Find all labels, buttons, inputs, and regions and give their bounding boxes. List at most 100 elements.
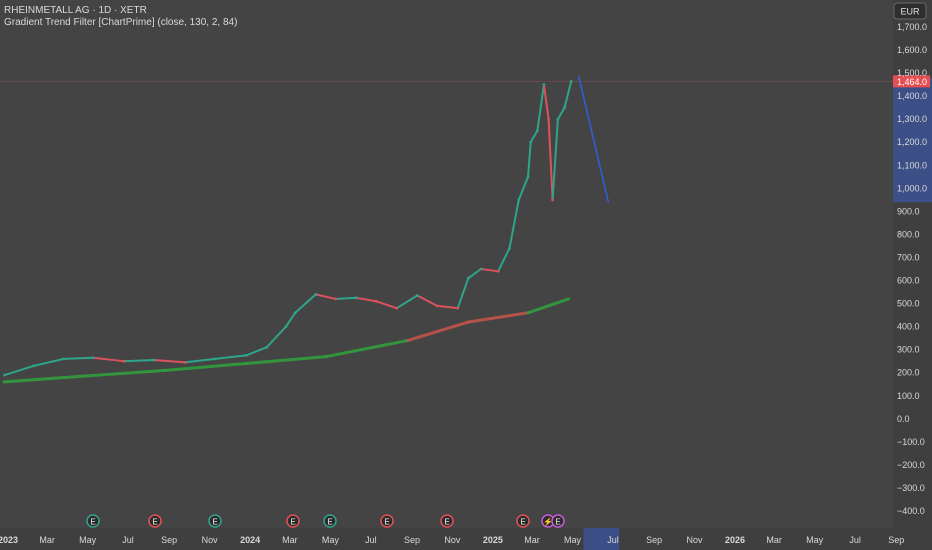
price-point	[62, 357, 66, 361]
last-price-badge	[893, 75, 930, 88]
earnings-event-label: E	[152, 518, 157, 527]
trend-segment	[526, 297, 571, 315]
earnings-event-label: E	[520, 518, 525, 527]
price-segment	[213, 354, 248, 360]
price-segment	[536, 83, 545, 132]
price-segment	[334, 296, 358, 300]
earnings-event-icon[interactable]	[208, 514, 222, 528]
x-tick-label: Mar	[524, 535, 540, 545]
price-segment	[517, 175, 530, 201]
y-tick-label: 1,100.0	[897, 160, 927, 170]
price-segment	[32, 357, 65, 367]
price-segment	[436, 304, 459, 310]
x-tick-label: Jul	[849, 535, 861, 545]
price-segment	[375, 300, 398, 310]
x-tick-label: May	[79, 535, 97, 545]
price-point	[152, 358, 156, 362]
price-point	[517, 198, 521, 202]
price-segment	[91, 356, 126, 363]
price-segment	[563, 80, 573, 109]
price-segment	[529, 129, 539, 144]
y-tick-label: 100.0	[897, 391, 920, 401]
y-tick-label: 1,300.0	[897, 114, 927, 124]
earnings-event-icon[interactable]	[380, 514, 394, 528]
x-tick-label: May	[564, 535, 582, 545]
earnings-event-label: E	[555, 518, 560, 527]
price-point	[496, 269, 500, 273]
y-tick-label: −200.0	[897, 460, 925, 470]
price-segment	[123, 359, 155, 363]
x-tick-label: Jul	[365, 535, 377, 545]
projection-line[interactable]	[577, 75, 610, 203]
price-segment	[184, 357, 216, 364]
price-point	[293, 311, 297, 315]
trend-segment	[244, 355, 328, 365]
x-tick-label: May	[806, 535, 824, 545]
x-tick-label: Mar	[282, 535, 298, 545]
y-tick-label: 1,500.0	[897, 68, 927, 78]
plot-area	[0, 0, 893, 528]
price-point	[551, 198, 554, 202]
y-tick-label: 800.0	[897, 229, 920, 239]
time-axis-highlight	[583, 528, 620, 550]
price-segment	[479, 268, 500, 273]
earnings-event-icon[interactable]	[148, 514, 162, 528]
time-axis-panel[interactable]	[0, 528, 893, 550]
earnings-event-label: E	[212, 518, 217, 527]
price-segment	[294, 293, 317, 314]
price-point	[213, 357, 217, 361]
price-segment	[314, 293, 337, 300]
price-point	[122, 359, 126, 363]
earnings-event-icon[interactable]	[551, 514, 565, 528]
trend-segment	[406, 320, 470, 342]
y-tick-label: 200.0	[897, 368, 920, 378]
price-point	[435, 304, 439, 308]
y-tick-label: 0.0	[897, 414, 910, 424]
x-tick-label: Mar	[39, 535, 55, 545]
x-tick-label: Jul	[122, 535, 134, 545]
price-point	[542, 83, 546, 87]
y-tick-label: 1,200.0	[897, 137, 927, 147]
price-point	[529, 140, 533, 144]
price-point	[415, 294, 419, 297]
x-tick-label: Sep	[646, 535, 662, 545]
earnings-event-icon[interactable]	[86, 514, 100, 528]
x-tick-label: Sep	[888, 535, 904, 545]
price-point	[526, 175, 530, 179]
earnings-event-label: E	[444, 518, 449, 527]
earnings-event-label: ⚡	[543, 517, 553, 527]
x-tick-label: 2025	[483, 535, 503, 545]
y-tick-label: −300.0	[897, 483, 925, 493]
y-tick-label: 600.0	[897, 276, 920, 286]
price-point	[466, 276, 470, 280]
price-point	[32, 364, 36, 368]
price-point	[556, 117, 560, 121]
currency-button[interactable]	[893, 2, 927, 20]
earnings-event-icon[interactable]	[440, 514, 454, 528]
indicator-label[interactable]: Gradient Trend Filter [ChartPrime] (clos…	[4, 17, 238, 28]
price-point	[395, 306, 399, 310]
price-point	[183, 360, 187, 364]
x-tick-label: Mar	[766, 535, 782, 545]
price-segment	[497, 247, 511, 273]
price-point	[3, 373, 7, 377]
x-tick-label: 2024	[240, 535, 260, 545]
price-axis-highlight	[893, 77, 932, 203]
x-tick-label: Nov	[202, 535, 219, 545]
price-point	[334, 297, 338, 301]
earnings-event-icon[interactable]	[516, 514, 530, 528]
price-point	[547, 117, 551, 121]
price-segment	[395, 294, 419, 310]
currency-label: EUR	[900, 7, 920, 17]
price-segment	[245, 346, 268, 357]
price-segment	[467, 268, 482, 280]
y-tick-label: 1,400.0	[897, 91, 927, 101]
earnings-event-icon[interactable]	[323, 514, 337, 528]
y-tick-label: 400.0	[897, 322, 920, 332]
price-segment	[355, 296, 378, 303]
price-segment	[152, 359, 187, 364]
chart-title: RHEINMETALL AG · 1D · XETR	[4, 5, 147, 16]
price-point	[508, 246, 511, 250]
earnings-event-icon[interactable]	[286, 514, 300, 528]
